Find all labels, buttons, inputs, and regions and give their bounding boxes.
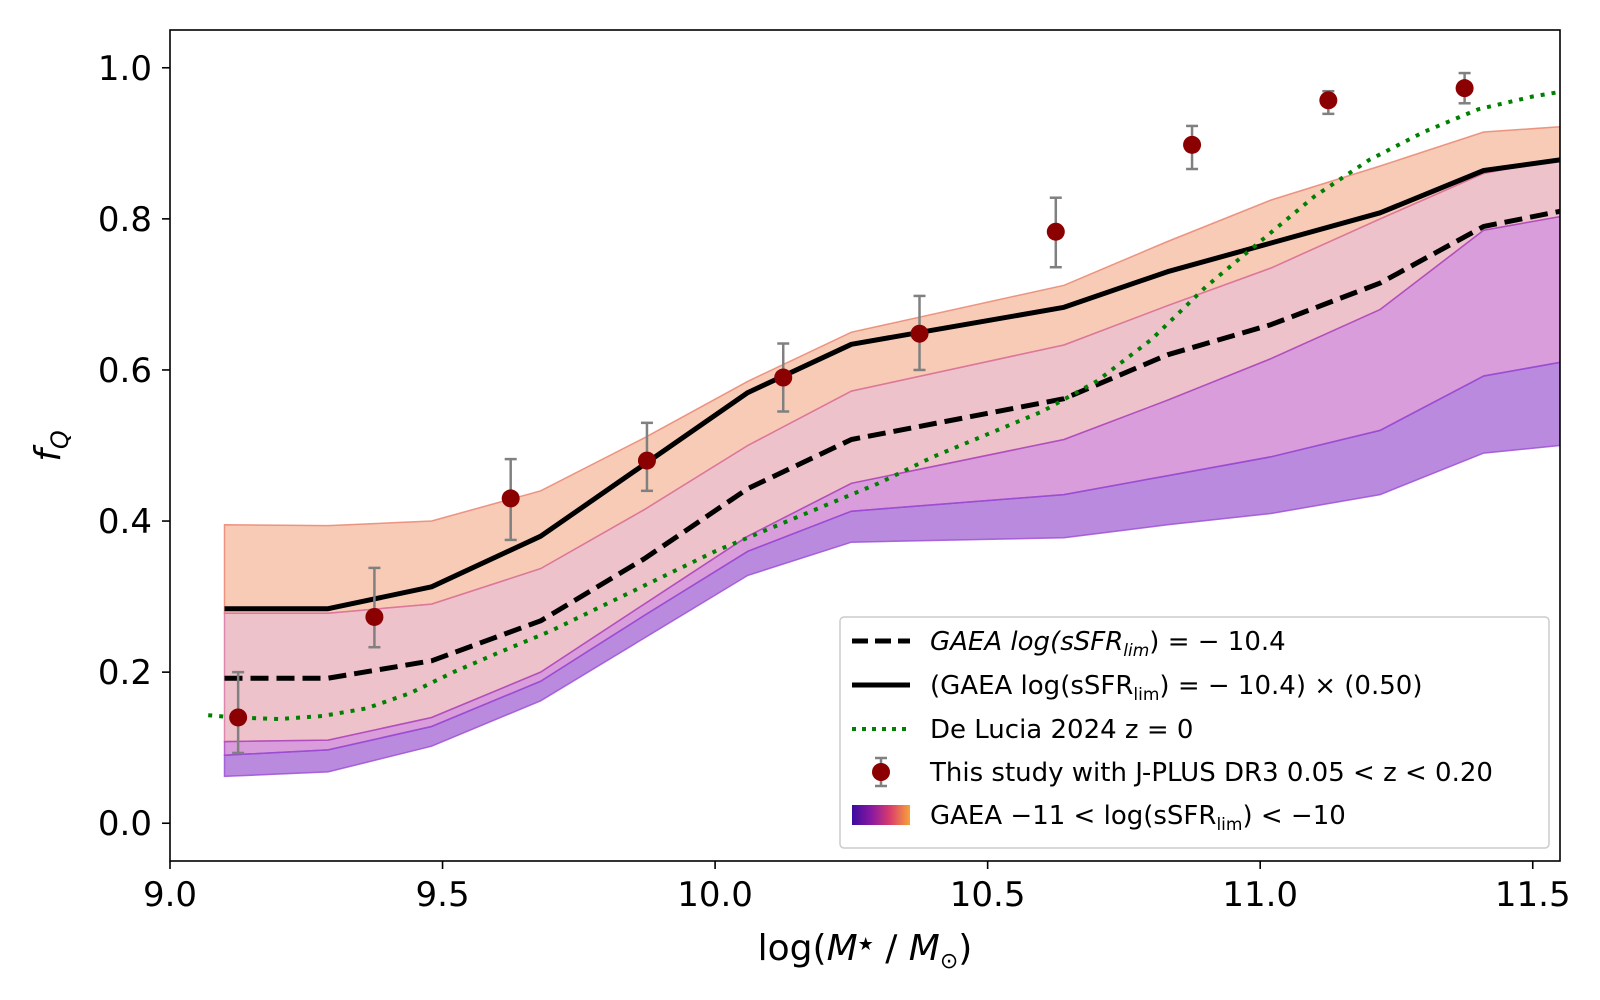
data-point bbox=[1455, 79, 1474, 98]
legend: GAEA log(sSFRlim) = − 10.4 (GAEA log(sSF… bbox=[839, 616, 1550, 849]
x-tick-label: 9.5 bbox=[416, 875, 470, 915]
y-axis-label: fQ bbox=[28, 430, 74, 462]
y-tick-label: 0.6 bbox=[98, 351, 152, 391]
data-point bbox=[637, 451, 656, 470]
legend-label-gaea-scaled: (GAEA log(sSFRlim) = − 10.4) × (0.50) bbox=[930, 671, 1422, 705]
x-tick-label: 11.5 bbox=[1495, 875, 1571, 915]
legend-label-jplus: This study with J-PLUS DR3 0.05 < z < 0.… bbox=[929, 758, 1493, 788]
gaea-dashed-line bbox=[224, 208, 1560, 681]
band-inner-lower bbox=[223, 361, 1560, 778]
x-axis-label: log(M★ / M⊙) bbox=[758, 928, 973, 974]
gaea-scaled-solid-line bbox=[224, 157, 1560, 612]
x-tick-label: 10.5 bbox=[950, 875, 1026, 915]
data-point bbox=[1046, 222, 1065, 241]
data-point bbox=[910, 324, 929, 343]
y-tick-label: 1.0 bbox=[98, 49, 152, 89]
legend-label-gaea-band: GAEA −11 < log(sSFRlim) < −10 bbox=[930, 801, 1346, 835]
x-tick-label: 11.0 bbox=[1222, 875, 1298, 915]
data-point bbox=[1183, 135, 1202, 154]
plot-frame bbox=[169, 29, 1561, 862]
y-tick-label: 0.2 bbox=[98, 653, 152, 693]
legend-gradient-swatch-icon bbox=[852, 805, 910, 825]
legend-label-gaea-dashed: GAEA log(sSFRlim) = − 10.4 bbox=[930, 627, 1286, 661]
legend-label-delucia: De Lucia 2024 z = 0 bbox=[930, 715, 1193, 745]
y-tick-label: 0.8 bbox=[98, 200, 152, 240]
data-point bbox=[229, 708, 248, 727]
data-point bbox=[774, 368, 793, 387]
ticks-layer: 9.0 9.5 10.0 10.5 11.0 11.5 0.0 0.2 0.4 0.6 0.8 1.0 bbox=[98, 49, 1571, 915]
legend-point-icon bbox=[872, 763, 890, 781]
y-tick-label: 0.4 bbox=[98, 502, 152, 542]
y-tick-label: 0.0 bbox=[98, 804, 152, 844]
x-tick-label: 10.0 bbox=[677, 875, 753, 915]
legend-box bbox=[839, 616, 1550, 849]
data-point bbox=[365, 607, 384, 626]
points-layer bbox=[229, 71, 1474, 755]
lines-layer bbox=[208, 89, 1560, 721]
delucia-dotted-line bbox=[208, 89, 1560, 721]
x-tick-label: 9.0 bbox=[143, 875, 197, 915]
bands-layer bbox=[223, 125, 1560, 778]
data-point bbox=[501, 489, 520, 508]
data-point bbox=[1319, 91, 1338, 110]
